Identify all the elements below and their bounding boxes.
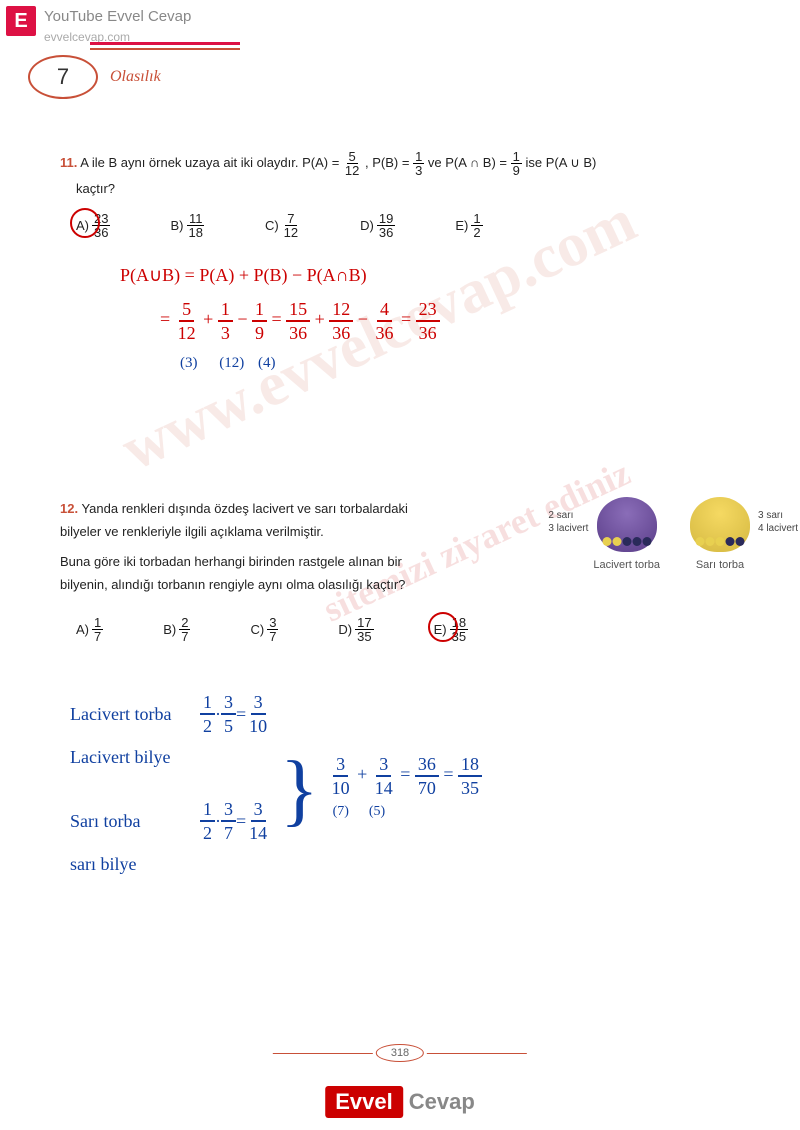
q12-number: 12. [60, 501, 78, 516]
q11-text-e: kaçtır? [76, 177, 740, 200]
q12-options: A) 17 B) 27 C) 37 D) 1735 E) 1835 [76, 616, 740, 643]
brand-badge: E [6, 6, 36, 36]
q12-bags: 2 sarı3 lacivert Lacivert torba 3 sarı4 … [593, 497, 750, 576]
q11-options: A) 2336 B) 1118 C) 712 D) 1936 E) 12 [76, 212, 740, 239]
q11-opt-e: E) 12 [455, 212, 482, 239]
page-content: 11. A ile B aynı örnek uzaya ait iki ola… [60, 150, 740, 916]
question-12: 12. Yanda renkleri dışında özdeş laciver… [60, 497, 740, 886]
question-11: 11. A ile B aynı örnek uzaya ait iki ola… [60, 150, 740, 377]
brace-icon: } [280, 754, 318, 826]
q11-opt-a: A) 2336 [76, 212, 110, 239]
q11-text-b: , P(B) = [365, 155, 413, 170]
q12-opt-d: D) 1735 [338, 616, 373, 643]
footer-evvel: Evvel [325, 1086, 403, 1118]
footer-logo: Evvel Cevap [325, 1086, 475, 1118]
bag-sari: 3 sarı4 lacivert Sarı torba [690, 497, 750, 576]
q11-sol-calc: = 512 + 13 − 19 = 1536 + 1236 − 436 = 23… [160, 300, 740, 342]
q12-opt-c: C) 37 [250, 616, 278, 643]
q12-text1: Yanda renkleri dışında özdeş lacivert ve… [60, 501, 408, 539]
q11-text-a: A ile B aynı örnek uzaya ait iki olaydır… [80, 155, 343, 170]
chapter-number: 7 [28, 55, 98, 99]
q11-text-c: ve P(A ∩ B) = [428, 155, 511, 170]
q12-solution: Lacivert torba 12 · 35 = 310 Lacivert bi… [70, 693, 740, 886]
q11-sol-formula: P(A∪B) = P(A) + P(B) − P(A∩B) [120, 259, 740, 291]
q11-opt-d: D) 1936 [360, 212, 395, 239]
q11-sol-mult: (3) (12) (4) [180, 350, 740, 377]
q11-solution: P(A∪B) = P(A) + P(B) − P(A∩B) = 512 + 13… [120, 259, 740, 376]
youtube-text: YouTube Evvel Cevap [44, 8, 191, 25]
footer-cevap: Cevap [409, 1089, 475, 1115]
chapter-title: Olasılık [110, 68, 161, 86]
page-number: 318 [376, 1044, 424, 1062]
q12-opt-e: E) 1835 [434, 616, 468, 643]
chapter-header: 7 Olasılık [28, 55, 161, 99]
q11-opt-b: B) 1118 [170, 212, 204, 239]
q12-text2: Buna göre iki torbadan herhangi birinden… [60, 554, 405, 592]
q12-opt-a: A) 17 [76, 616, 103, 643]
q11-opt-c: C) 712 [265, 212, 300, 239]
q11-number: 11. [60, 155, 77, 170]
q12-opt-b: B) 27 [163, 616, 190, 643]
q12-sol-sum: 310 + 314 = 3670 = 1835 (7)(5) [329, 755, 482, 824]
q11-text-d: ise P(A ∪ B) [525, 155, 596, 170]
bag-lacivert: 2 sarı3 lacivert Lacivert torba [593, 497, 660, 576]
chapter-decor [0, 42, 240, 56]
